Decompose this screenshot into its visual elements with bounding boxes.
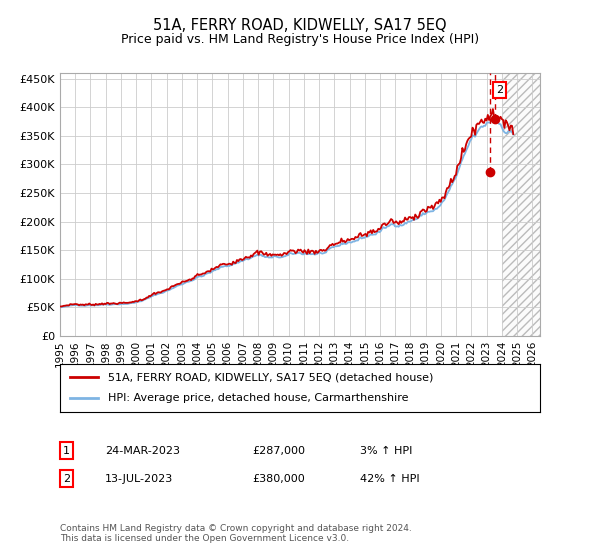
Bar bbox=[502, 73, 540, 336]
Text: 1: 1 bbox=[63, 446, 70, 456]
Text: 24-MAR-2023: 24-MAR-2023 bbox=[105, 446, 180, 456]
Text: 51A, FERRY ROAD, KIDWELLY, SA17 5EQ: 51A, FERRY ROAD, KIDWELLY, SA17 5EQ bbox=[153, 18, 447, 32]
Text: Price paid vs. HM Land Registry's House Price Index (HPI): Price paid vs. HM Land Registry's House … bbox=[121, 32, 479, 46]
Text: 3% ↑ HPI: 3% ↑ HPI bbox=[360, 446, 412, 456]
Text: HPI: Average price, detached house, Carmarthenshire: HPI: Average price, detached house, Carm… bbox=[108, 393, 409, 403]
Text: 13-JUL-2023: 13-JUL-2023 bbox=[105, 474, 173, 484]
Text: 2: 2 bbox=[63, 474, 70, 484]
Text: £287,000: £287,000 bbox=[252, 446, 305, 456]
Text: Contains HM Land Registry data © Crown copyright and database right 2024.
This d: Contains HM Land Registry data © Crown c… bbox=[60, 524, 412, 543]
Text: 2: 2 bbox=[496, 85, 503, 95]
Text: 42% ↑ HPI: 42% ↑ HPI bbox=[360, 474, 419, 484]
Bar bbox=[502, 73, 540, 336]
Text: 51A, FERRY ROAD, KIDWELLY, SA17 5EQ (detached house): 51A, FERRY ROAD, KIDWELLY, SA17 5EQ (det… bbox=[108, 372, 433, 382]
Text: £380,000: £380,000 bbox=[252, 474, 305, 484]
